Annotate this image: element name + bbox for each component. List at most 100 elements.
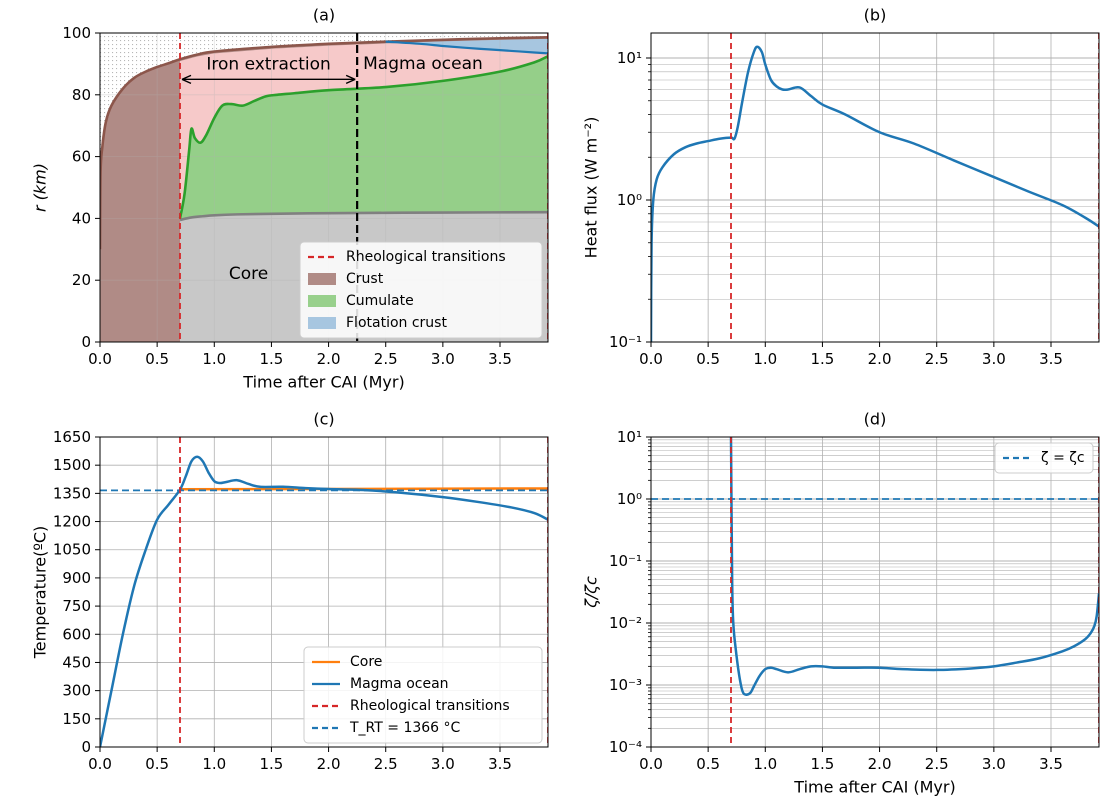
core-line bbox=[179, 210, 548, 222]
y-tick-label: 80 bbox=[72, 86, 91, 104]
y-tick-label: 20 bbox=[72, 271, 91, 289]
y-axis-label: Heat flux (W m⁻²) bbox=[582, 117, 601, 259]
x-tick-label: 2.5 bbox=[925, 350, 949, 368]
legend-box bbox=[303, 646, 543, 744]
arrowhead-left bbox=[181, 74, 192, 84]
x-tick-label: 2.0 bbox=[317, 350, 341, 368]
x-tick-label: 3.0 bbox=[431, 755, 455, 773]
x-tick-label: 2.0 bbox=[868, 755, 892, 773]
x-tick-label: 1.0 bbox=[202, 755, 226, 773]
grid-a bbox=[100, 33, 548, 342]
y-tick-label: 10⁻³ bbox=[609, 676, 642, 694]
x-tick-label: 2.5 bbox=[374, 350, 398, 368]
plot-area-b bbox=[651, 33, 1099, 342]
x-tick-label: 2.5 bbox=[374, 755, 398, 773]
legend-label: Magma ocean bbox=[350, 676, 449, 692]
flotation-crust-line bbox=[385, 40, 548, 55]
plot-area-d bbox=[651, 437, 1099, 747]
legend-box bbox=[994, 442, 1094, 474]
legend-swatch bbox=[308, 273, 336, 285]
legend-box bbox=[299, 241, 543, 339]
y-tick-label: 10¹ bbox=[617, 49, 642, 67]
y-tick-label: 10⁰ bbox=[617, 191, 642, 209]
x-axis-label: Time after CAI (Myr) bbox=[793, 778, 955, 797]
legend-label: Cumulate bbox=[346, 293, 414, 309]
x-tick-label: 3.0 bbox=[982, 350, 1006, 368]
y-tick-label: 1650 bbox=[53, 428, 91, 446]
panel-b: 0.0 0.5 1.0 1.5 2.0 2.5 3.0 3.5 10⁻¹ 10⁰ 10¹ (b) Hea… bbox=[582, 6, 1100, 368]
x-tick-label: 3.5 bbox=[1039, 350, 1063, 368]
x-tick-label: 1.5 bbox=[259, 350, 283, 368]
legend-label: T_RT = 1366 °C bbox=[349, 720, 461, 736]
y-tick-label: 10⁻² bbox=[609, 614, 642, 632]
y-axis-label: ζ/ζc bbox=[582, 576, 601, 609]
x-tick-label: 1.5 bbox=[259, 755, 283, 773]
y-axis-label: r (km) bbox=[31, 163, 50, 212]
y-tick-label: 10⁰ bbox=[617, 490, 642, 508]
x-tick-label: 0.0 bbox=[88, 755, 112, 773]
y-tick-label: 900 bbox=[62, 569, 91, 587]
y-tick-label: 1050 bbox=[53, 541, 91, 559]
axes-frame bbox=[650, 436, 1100, 748]
legend-swatch bbox=[308, 295, 336, 307]
panel-title: (b) bbox=[864, 6, 887, 25]
x-tick-label: 2.0 bbox=[317, 755, 341, 773]
arrowhead-right bbox=[345, 74, 356, 84]
y-tick-label: 10¹ bbox=[617, 428, 642, 446]
x-tick-label: 2.5 bbox=[925, 755, 949, 773]
legend-d: ζ = ζc bbox=[994, 442, 1094, 474]
series-line bbox=[100, 455, 548, 747]
legend-label: Core bbox=[350, 654, 382, 670]
panel-a: Iron extraction Magma ocean Core 0.0 0.5 1.0 1… bbox=[31, 6, 549, 392]
crust-line bbox=[100, 36, 548, 250]
panel-title: (d) bbox=[864, 410, 887, 429]
x-tick-label: 1.5 bbox=[810, 350, 834, 368]
y-tick-label: 150 bbox=[62, 710, 91, 728]
cumulate-line bbox=[178, 54, 548, 219]
y-tick-label: 450 bbox=[62, 653, 91, 671]
panel-d: 0.0 0.5 1.0 1.5 2.0 2.5 3.0 3.5 10⁻⁴ 10⁻³ 10⁻² 10⁻¹… bbox=[582, 410, 1100, 797]
x-tick-label: 3.5 bbox=[1039, 755, 1063, 773]
series-line bbox=[729, 437, 1099, 696]
y-tick-label: 10⁻¹ bbox=[609, 333, 642, 351]
y-axis-label: Temperature(ºC) bbox=[31, 526, 50, 660]
y-tick-label: 40 bbox=[72, 209, 91, 227]
y-tick-label: 300 bbox=[62, 682, 91, 700]
x-tick-label: 0.0 bbox=[88, 350, 112, 368]
y-tick-label: 0 bbox=[81, 333, 91, 351]
magma-ocean-label: Magma ocean bbox=[363, 54, 483, 74]
y-tick-label: 1200 bbox=[53, 513, 91, 531]
legend-c: Core Magma ocean Rheological transitions T_… bbox=[303, 646, 543, 744]
x-tick-label: 3.5 bbox=[488, 350, 512, 368]
axes-frame bbox=[650, 32, 1100, 343]
panel-title: (c) bbox=[313, 410, 334, 429]
x-tick-label: 0.5 bbox=[696, 350, 720, 368]
x-tick-label: 3.5 bbox=[488, 755, 512, 773]
panel-c: 0.0 0.5 1.0 1.5 2.0 2.5 3.0 3.5 0 150 300 450 600 750… bbox=[31, 410, 549, 773]
y-tick-label: 100 bbox=[62, 24, 91, 42]
legend-a: Rheological transitions Crust Cumulate Flot… bbox=[299, 241, 543, 339]
panel-title: (a) bbox=[313, 6, 335, 25]
x-tick-label: 0.0 bbox=[639, 350, 663, 368]
y-tick-label: 750 bbox=[62, 597, 91, 615]
y-tick-label: 10⁻⁴ bbox=[609, 738, 642, 756]
y-tick-label: 0 bbox=[81, 738, 91, 756]
legend-label: ζ = ζc bbox=[1041, 450, 1085, 466]
legend-label: Rheological transitions bbox=[350, 698, 510, 714]
x-tick-label: 0.5 bbox=[145, 350, 169, 368]
legend-swatch bbox=[308, 317, 336, 329]
x-axis-label: Time after CAI (Myr) bbox=[242, 373, 404, 392]
y-tick-label: 1500 bbox=[53, 456, 91, 474]
x-tick-label: 3.0 bbox=[431, 350, 455, 368]
axes-frame bbox=[99, 32, 549, 343]
legend-label: Crust bbox=[346, 271, 384, 287]
y-tick-label: 10⁻¹ bbox=[609, 552, 642, 570]
x-tick-label: 1.0 bbox=[753, 350, 777, 368]
series-line bbox=[651, 45, 1099, 342]
x-tick-label: 1.0 bbox=[753, 755, 777, 773]
y-tick-label: 1350 bbox=[53, 484, 91, 502]
grid-b bbox=[651, 33, 1099, 342]
x-tick-label: 0.5 bbox=[145, 755, 169, 773]
iron-extraction-label: Iron extraction bbox=[206, 54, 330, 74]
grid-d bbox=[651, 437, 1099, 747]
